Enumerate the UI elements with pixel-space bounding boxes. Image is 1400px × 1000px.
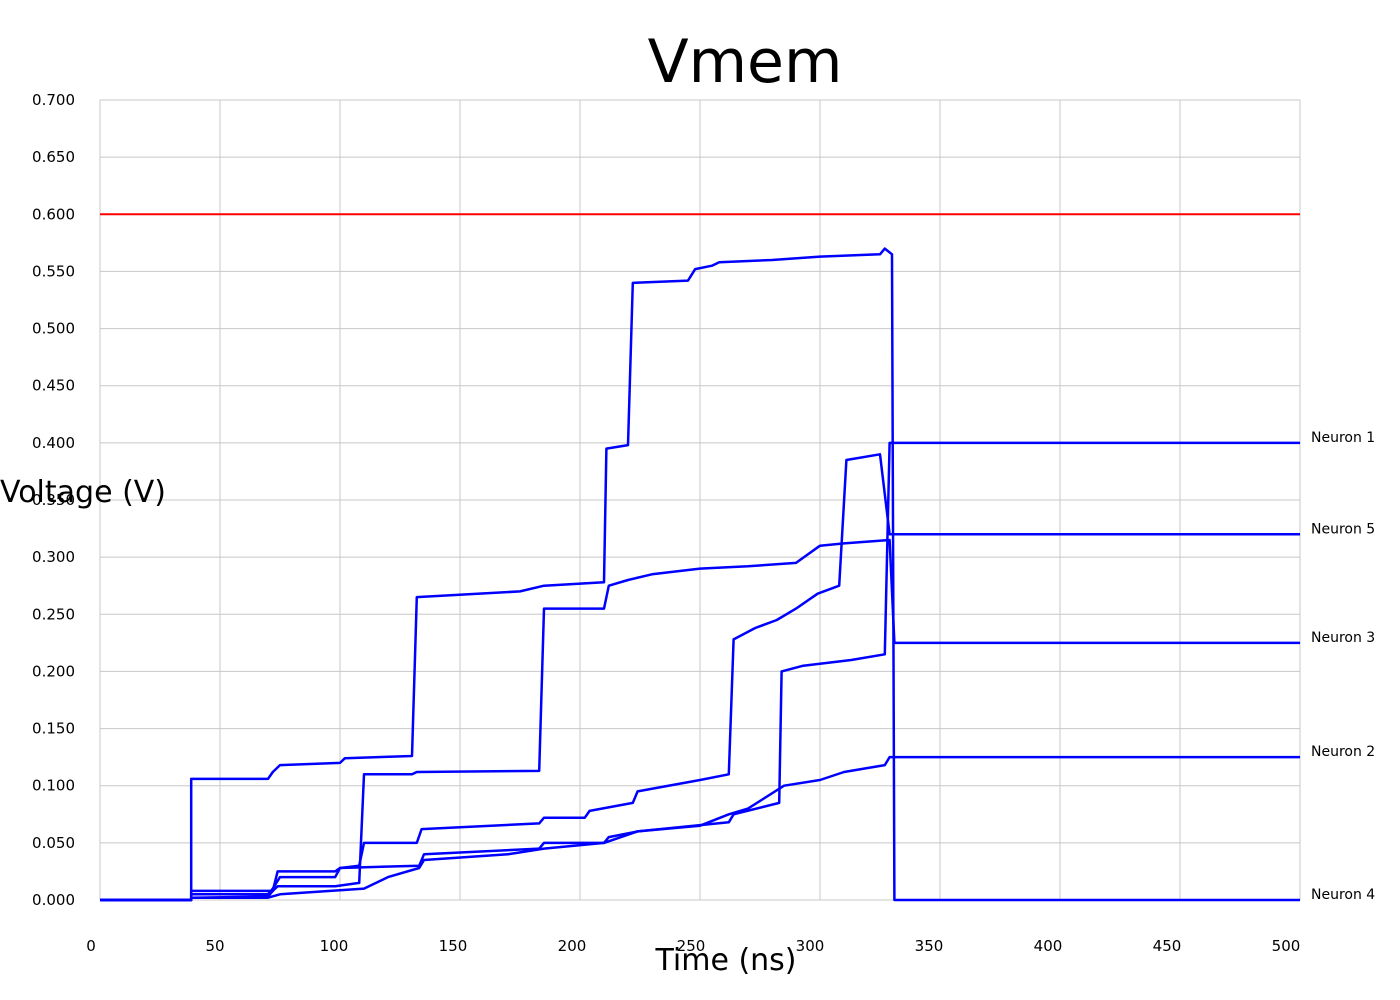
series-label-neuron-1: Neuron 1 (1311, 430, 1375, 446)
y-tick-label: 0.650 (32, 148, 75, 166)
y-tick-label: 0.700 (32, 91, 75, 109)
y-tick-label: 0.250 (32, 605, 75, 623)
y-axis-label: Voltage (V) (0, 475, 166, 510)
y-tick-label: 0.500 (32, 320, 75, 338)
y-tick-label: 0.550 (32, 262, 75, 280)
series-label-neuron-4: Neuron 4 (1311, 887, 1375, 903)
y-tick-label: 0.450 (32, 377, 75, 395)
x-tick-label: 200 (558, 937, 587, 955)
x-tick-label: 0 (86, 937, 96, 955)
series-label-neuron-2: Neuron 2 (1311, 744, 1375, 760)
y-tick-label: 0.000 (32, 891, 75, 909)
y-tick-label: 0.300 (32, 548, 75, 566)
y-tick-label: 0.350 (32, 491, 75, 509)
y-tick-label: 0.400 (32, 434, 75, 452)
x-tick-label: 450 (1153, 937, 1182, 955)
series-line-neuron-4 (100, 247, 1300, 902)
series-labels: Neuron 1 Neuron 5 Neuron 3 Neuron 2 Neuron 4 (1311, 430, 1375, 903)
x-tick-label: 50 (205, 937, 224, 955)
y-tick-label: 0.200 (32, 662, 75, 680)
series-label-neuron-5: Neuron 5 (1311, 521, 1375, 537)
x-tick-label: 300 (796, 937, 825, 955)
x-tick-label: 100 (320, 937, 349, 955)
grid (99, 99, 1301, 901)
series-label-neuron-3: Neuron 3 (1311, 630, 1375, 646)
y-tick-label: 0.050 (32, 834, 75, 852)
x-axis-label: Time (ns) (654, 943, 796, 978)
x-tick-label: 350 (915, 937, 944, 955)
x-tick-labels: 0 50 100 150 200 250 300 350 400 450 500 (86, 937, 1300, 955)
series-line-neuron-5 (100, 453, 1300, 902)
x-tick-label: 400 (1034, 937, 1063, 955)
chart-title: Vmem (648, 27, 843, 97)
series-group (100, 247, 1300, 902)
x-tick-label: 150 (439, 937, 468, 955)
x-tick-label: 250 (677, 937, 706, 955)
y-tick-label: 0.100 (32, 777, 75, 795)
y-tick-label: 0.150 (32, 720, 75, 738)
y-tick-label: 0.600 (32, 205, 75, 223)
x-tick-label: 500 (1272, 937, 1301, 955)
series-line-neuron-2 (100, 755, 1300, 902)
series-line-neuron-3 (100, 538, 1300, 902)
y-tick-labels: 0.000 0.050 0.100 0.150 0.200 0.250 0.300 0.350… (32, 91, 75, 909)
